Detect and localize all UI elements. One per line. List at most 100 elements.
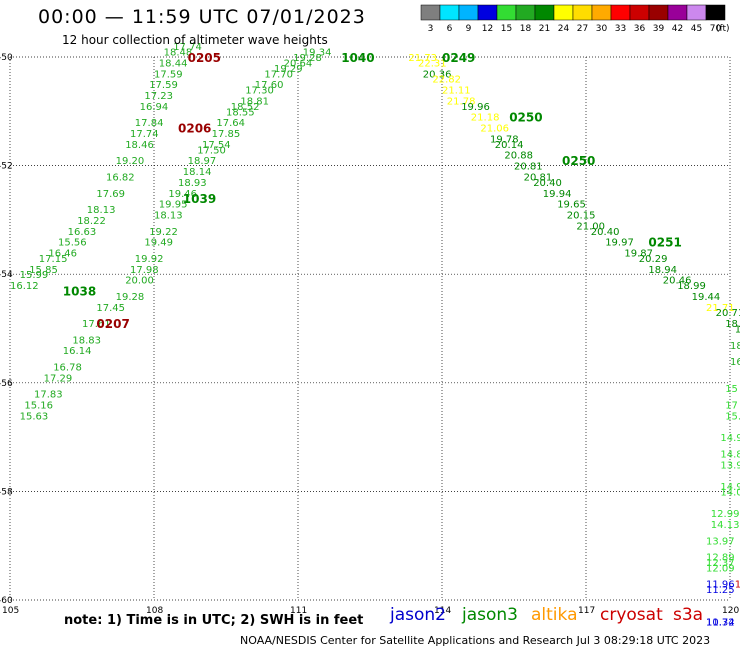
swh-value: 15 <box>725 384 738 395</box>
legend-swatch <box>420 4 441 21</box>
swh-value: 19.96 <box>461 102 490 113</box>
legend-label: 24 <box>558 24 570 34</box>
swh-value: 18.99 <box>677 281 706 292</box>
pass-time-labels: 0205 0206 0207 1039 1038 1040 0249 0250 0250 0251 <box>63 51 682 331</box>
swh-value: 21.11 <box>442 86 471 97</box>
swh-value: 18.97 <box>188 156 217 167</box>
swh-value: 1 <box>735 580 740 591</box>
swh-value: 20.14 <box>495 140 524 151</box>
legend-label: 21 <box>539 24 550 34</box>
swh-value: 18.93 <box>178 178 207 189</box>
pass-time-label: 0206 <box>178 122 211 136</box>
swh-value: 20.36 <box>423 69 452 80</box>
swh-value: 20.40 <box>533 178 562 189</box>
footer-credit: NOAA/NESDIS Center for Satellite Applica… <box>240 634 711 647</box>
swh-value: 19.46 <box>168 189 197 200</box>
legend-label: 15 <box>501 24 512 34</box>
swh-value: 12.09 <box>706 563 735 574</box>
swh-value: 20.81 <box>514 162 543 173</box>
swh-value: 17.74 <box>173 42 202 53</box>
legend-label: 9 <box>466 24 472 34</box>
swh-value: 17.70 <box>264 69 293 80</box>
lat-tick-label: -50 <box>0 53 13 63</box>
legend-label: 42 <box>672 24 683 34</box>
swh-value: 18.52 <box>231 102 260 113</box>
pass-time-label: 0207 <box>96 317 129 331</box>
legend-swatch <box>648 4 669 21</box>
swh-value: 19.94 <box>543 189 572 200</box>
swh-value: 21.78 <box>447 96 476 107</box>
swh-value: 17.23 <box>144 91 173 102</box>
page-subtitle: 12 hour collection of altimeter wave hei… <box>62 33 328 47</box>
legend-label: 6 <box>447 24 453 34</box>
swh-value: 16.46 <box>48 248 77 259</box>
legend-swatch <box>515 4 536 21</box>
legend-swatch <box>496 4 517 21</box>
lat-tick-label: -60 <box>0 596 13 606</box>
swh-value: 14.9 <box>720 433 740 444</box>
swh-value: 18.22 <box>77 216 106 227</box>
swh-value: 17.98 <box>130 265 159 276</box>
swh-value: 19.78 <box>490 134 519 145</box>
swh-value: 21.00 <box>576 221 605 232</box>
swh-value: 18.87 <box>725 319 740 330</box>
pass-time-label: 0249 <box>442 51 475 65</box>
swh-value: 16 <box>730 357 740 368</box>
lon-tick-label: 105 <box>2 606 19 616</box>
legend-label: 18 <box>520 24 532 34</box>
swh-value: 17.59 <box>154 69 183 80</box>
swh-value: 17.84 <box>135 118 164 129</box>
legend-label: 45 <box>691 24 702 34</box>
swh-value: 17.85 <box>212 129 241 140</box>
footer-note: note: 1) Time is in UTC; 2) SWH is in fe… <box>64 613 364 628</box>
swh-value: 11.25 <box>706 585 735 596</box>
legend-label: 33 <box>615 24 626 34</box>
swh-value: 19.97 <box>605 238 634 249</box>
swh-value: 17.29 <box>44 373 73 384</box>
legend-label: 3 <box>428 24 434 34</box>
legend-swatch <box>705 4 726 21</box>
swh-value: 16.14 <box>63 346 92 357</box>
swh-value: 22.31 <box>418 58 447 69</box>
swh-value: 21.71 <box>706 303 735 314</box>
swh-value: 15.16 <box>24 401 53 412</box>
legend-swatch <box>553 4 574 21</box>
legend-swatch <box>534 4 555 21</box>
swh-value: 20.88 <box>504 151 533 162</box>
legend-label: 30 <box>596 24 608 34</box>
satellite-s3a: s3a <box>673 605 704 625</box>
pass-time-label: 0250 <box>509 111 542 125</box>
legend-swatch <box>629 4 650 21</box>
satellite-jason2: jason2 <box>390 605 446 625</box>
satellite-cryosat: cryosat <box>600 605 663 625</box>
swh-value: 14.99 <box>720 482 740 493</box>
lon-tick-label: 114 <box>434 606 451 616</box>
swh-value: 18.94 <box>648 265 677 276</box>
swh-value: 14.08 <box>720 487 740 498</box>
page-title: 00:00 — 11:59 UTC 07/01/2023 <box>38 6 366 28</box>
lon-tick-label: 111 <box>290 606 307 616</box>
legend-label: 39 <box>653 24 665 34</box>
swh-value: 18.55 <box>226 107 255 118</box>
swh-value: 21.06 <box>480 124 509 135</box>
swh-value: 20.15 <box>567 210 596 221</box>
legend-swatch <box>458 4 479 21</box>
swh-value: 18.13 <box>87 205 116 216</box>
swh-value: 18.44 <box>159 58 188 69</box>
legend-label: 36 <box>634 24 646 34</box>
swh-value: 21.18 <box>471 113 500 124</box>
swh-value: 20.71 <box>716 308 740 319</box>
swh-value: 19.20 <box>116 156 145 167</box>
legend-swatch <box>610 4 631 21</box>
swh-value: 16.94 <box>140 102 169 113</box>
swh-value: 19.92 <box>135 254 164 265</box>
satellite-jason3: jason3 <box>462 605 518 625</box>
swh-value: 14.8 <box>720 449 740 460</box>
swh-value: 19.44 <box>692 292 721 303</box>
swh-value: 17.45 <box>96 303 125 314</box>
swh-value: 11.32 <box>706 618 735 629</box>
swh-value: 17.83 <box>34 390 63 401</box>
legend-swatch <box>686 4 707 21</box>
swh-points: 15.6315.1617.8317.2916.7816.1418.8317.61… <box>10 42 740 629</box>
swh-value: 10.74 <box>706 618 735 629</box>
